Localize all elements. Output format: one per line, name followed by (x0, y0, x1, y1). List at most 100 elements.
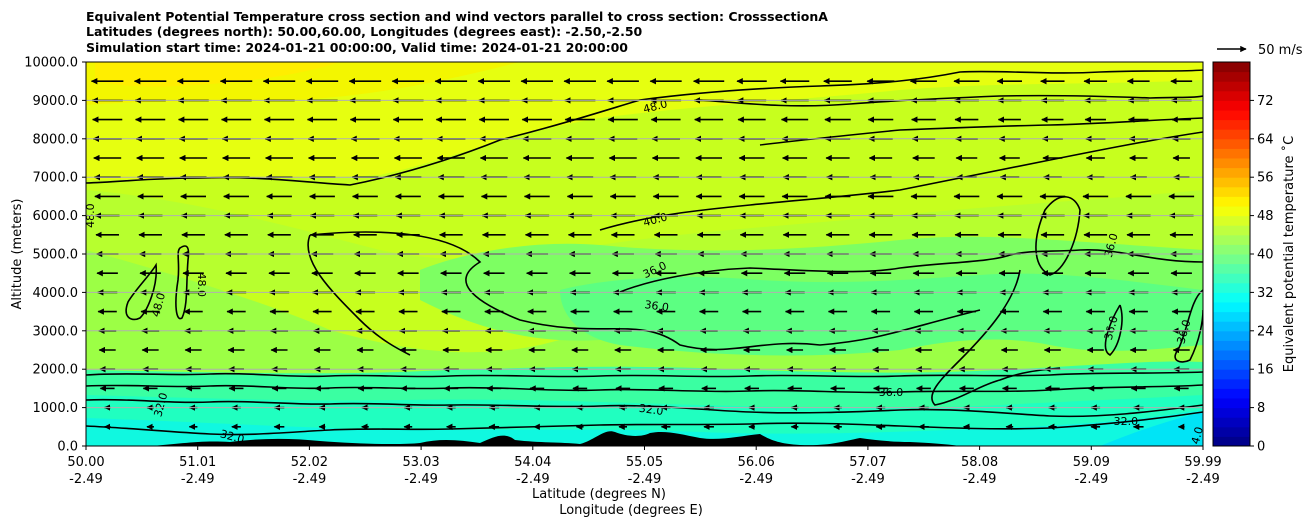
x-tick-label-longitude: -2.49 (628, 472, 662, 487)
contour-line-48-left-b (175, 245, 190, 320)
x-axis-ticks: 50.00 -2.49 51.01 -2.49 52.02 -2.49 53.03 -2.49… (67, 446, 1222, 487)
colorbar-swatch (1213, 129, 1250, 140)
contour-line-40-left (307, 234, 411, 356)
x-tick-label-latitude: 51.01 (179, 455, 216, 470)
contour-label: 32.0 (151, 391, 170, 418)
title-line-1: Equivalent Potential Temperature cross s… (86, 9, 828, 24)
y-axis-ticks: 0.0 1000.0 2000.0 3000.0 4000.0 5000.0 6000.0 7… (24, 56, 86, 455)
y-tick-label: 9000.0 (33, 94, 79, 109)
colorbar-swatch (1213, 81, 1250, 92)
colorbar-swatch (1213, 254, 1250, 265)
y-tick-label: 7000.0 (33, 171, 79, 186)
x-tick-label-longitude: -2.49 (963, 472, 997, 487)
x-tick-label-longitude: -2.49 (516, 472, 550, 487)
contour-line-48-b (699, 94, 1203, 107)
band-30-32 (86, 410, 1203, 446)
colorbar-swatch (1213, 378, 1250, 389)
x-tick-label-longitude: -2.49 (69, 472, 103, 487)
colorbar-swatch (1213, 388, 1250, 399)
colorbar-swatch (1213, 369, 1250, 380)
x-tick-label-latitude: 50.00 (67, 455, 104, 470)
colorbar-swatch (1213, 196, 1250, 207)
x-tick-label-latitude: 58.08 (961, 455, 998, 470)
x-axis-label-longitude: Longitude (degrees E) (559, 503, 703, 518)
colorbar-swatch (1213, 234, 1250, 245)
x-tick-label-longitude: -2.49 (1074, 472, 1108, 487)
colorbar-swatch (1213, 330, 1250, 341)
contour-label: 4.0 (1189, 425, 1206, 445)
contour-line-32-a (86, 398, 1203, 418)
colorbar-tick-label: 24 (1257, 324, 1274, 339)
x-tick-label-latitude: 53.03 (402, 455, 439, 470)
colorbar-swatch (1213, 359, 1250, 370)
colorbar-swatch (1213, 340, 1250, 351)
y-tick-label: 4000.0 (33, 286, 79, 301)
colorbar-swatch (1213, 321, 1250, 332)
y-tick-label: 8000.0 (33, 132, 79, 147)
x-tick-label-latitude: 59.99 (1184, 455, 1221, 470)
colorbar-tick-label: 72 (1257, 94, 1274, 109)
x-tick-label-latitude: 54.04 (514, 455, 551, 470)
colorbar-swatch (1213, 350, 1250, 361)
contour-labels: 48.040.036.036.032.036.048.048.048.032.0… (86, 97, 1206, 446)
figure-title: Equivalent Potential Temperature cross s… (86, 9, 828, 55)
colorbar-swatch (1213, 100, 1250, 111)
colorbar-tick-label: 32 (1257, 286, 1274, 301)
contour-line-32-b (86, 411, 1203, 436)
contour-line-48-left-a (125, 262, 158, 321)
band-36-38 (560, 273, 1203, 356)
colorbar-swatch (1213, 244, 1250, 255)
y-tick-label: 1000.0 (33, 401, 79, 416)
colorbar-swatch (1213, 225, 1250, 236)
contour-line-36-narrow (1104, 304, 1123, 356)
colorbar-swatch (1213, 177, 1250, 188)
colorbar-swatch (1213, 426, 1250, 437)
contour-label: 36.0 (1175, 318, 1194, 345)
contour-line-44 (599, 131, 1203, 231)
contour-line-40 (309, 231, 981, 351)
x-tick-label-latitude: 52.02 (291, 455, 328, 470)
colorbar-swatch (1213, 417, 1250, 428)
title-line-3: Simulation start time: 2024-01-21 00:00:… (86, 40, 628, 55)
x-tick-label-latitude: 55.05 (626, 455, 663, 470)
colorbar-swatch (1213, 282, 1250, 293)
y-tick-label: 3000.0 (33, 324, 79, 339)
x-tick-label-longitude: -2.49 (739, 472, 773, 487)
gridlines (86, 99, 1203, 409)
x-tick-label-longitude: -2.49 (851, 472, 885, 487)
colorbar-swatch (1213, 62, 1250, 73)
y-tick-label: 0.0 (57, 440, 78, 455)
contour-line-36 (619, 249, 1203, 293)
colorbar-tick-label: 8 (1257, 401, 1265, 416)
contour-label: 32.0 (219, 427, 246, 446)
colorbar-swatch (1213, 311, 1250, 322)
x-axis-label-latitude: Latitude (degrees N) (532, 487, 666, 502)
contour-label: 32.0 (1114, 415, 1139, 428)
colorbar-swatch (1213, 158, 1250, 169)
colorbar-tick-label: 56 (1257, 171, 1274, 186)
contour-label: 48.0 (149, 291, 168, 318)
y-tick-label: 5000.0 (33, 248, 79, 263)
colorbar-swatch (1213, 148, 1250, 159)
colorbar-swatch (1213, 138, 1250, 149)
quiver-key-label: 50 m/s (1258, 43, 1303, 58)
x-tick-label-latitude: 57.07 (849, 455, 886, 470)
colorbar-swatch (1213, 292, 1250, 303)
plot-area: 48.040.036.036.032.036.048.048.048.032.0… (86, 62, 1206, 446)
colorbar-swatch (1213, 215, 1250, 226)
colorbar-swatch (1213, 119, 1250, 130)
colorbar-swatch (1213, 167, 1250, 178)
contour-label: 32.0 (638, 402, 664, 418)
colorbar-tick-label: 16 (1257, 363, 1274, 378)
y-tick-label: 2000.0 (33, 363, 79, 378)
colorbar-tick-label: 0 (1257, 440, 1265, 455)
colorbar-swatch (1213, 302, 1250, 313)
colorbar-ticks: 0 8 16 24 32 40 48 56 64 72 (1250, 94, 1274, 455)
colorbar-tick-label: 40 (1257, 248, 1274, 263)
contour-line-36-edge (1174, 289, 1203, 363)
x-tick-label-latitude: 56.06 (738, 455, 775, 470)
colorbar-swatch (1213, 407, 1250, 418)
contour-line-34-a (86, 371, 1203, 378)
colorbar-tick-label: 64 (1257, 132, 1274, 147)
